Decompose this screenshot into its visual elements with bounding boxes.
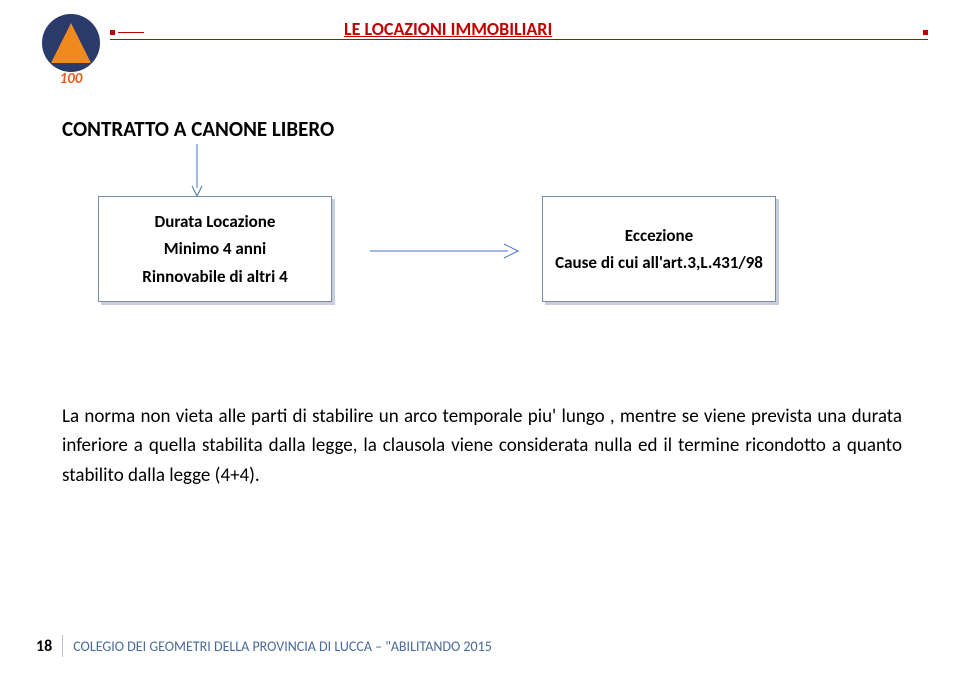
- page-header: 100 LE LOCAZIONI IMMOBILIARI: [32, 14, 928, 84]
- logo-seal-icon: [42, 14, 100, 72]
- footer-divider: [62, 635, 63, 657]
- footer: 18 COLEGIO DEI GEOMETRI DELLA PROVINCIA …: [36, 635, 492, 657]
- arrow-down-icon: [190, 144, 204, 198]
- header-title-wrap: LE LOCAZIONI IMMOBILIARI: [110, 14, 928, 40]
- page-number: 18: [36, 637, 52, 656]
- section-title: CONTRATTO A CANONE LIBERO: [62, 116, 334, 142]
- body-paragraph: La norma non vieta alle parti di stabili…: [62, 402, 902, 490]
- box-left-line3: Rinnovabile di altri 4: [111, 263, 319, 290]
- box-left-line2: Minimo 4 anni: [111, 235, 319, 262]
- box-left-line1: Durata Locazione: [111, 208, 319, 235]
- arrow-right-icon: [370, 240, 520, 262]
- logo-badge-text: 100: [60, 70, 83, 88]
- box-right-line1: Eccezione: [555, 222, 763, 249]
- box-durata-locazione: Durata Locazione Minimo 4 anni Rinnovabi…: [98, 196, 332, 302]
- footer-text: COLEGIO DEI GEOMETRI DELLA PROVINCIA DI …: [73, 638, 492, 655]
- box-right-line2: Cause di cui all'art.3,L.431/98: [555, 249, 763, 276]
- header-title: LE LOCAZIONI IMMOBILIARI: [344, 18, 552, 40]
- box-eccezione: Eccezione Cause di cui all'art.3,L.431/9…: [542, 196, 776, 302]
- logo: 100: [32, 14, 110, 88]
